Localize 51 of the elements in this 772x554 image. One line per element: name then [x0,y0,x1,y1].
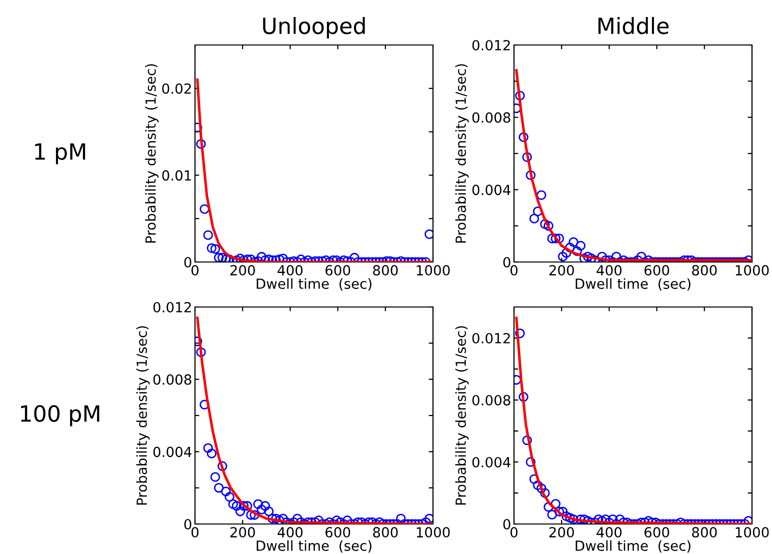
y-tick-label: 0.012 [472,332,510,344]
y-tick-label: 0.008 [472,394,510,406]
y-tick-label: 0.01 [162,170,191,181]
x-tick-label: 400 [278,527,303,538]
x-tick-label: 0 [191,265,198,276]
y-tick-label: 0 [184,518,192,530]
chart-title: Unlooped [263,17,365,39]
x-tick-label: 200 [230,527,255,538]
y-axis-title: Probability density (1/sec) [136,326,150,505]
y-tick-label: 0.004 [153,446,192,458]
y-tick-label: 0.012 [153,302,191,312]
x-axis-title: Dwell time (sec) [256,278,372,291]
x-tick-label: 600 [644,265,670,276]
y-axis-title: Probability density (1/sec) [145,64,159,243]
x-tick-label: 800 [373,527,398,538]
x-tick-label: 1000 [736,527,769,538]
y-tick-label: 0 [184,256,192,268]
x-tick-label: 400 [278,265,303,276]
x-tick-label: 800 [373,265,398,276]
x-tick-label: 400 [596,527,622,538]
x-tick-label: 800 [692,265,717,276]
y-tick-label: 0.004 [472,456,510,468]
y-tick-label: 0.008 [472,112,510,123]
x-tick-label: 600 [326,265,350,276]
x-axis-title: Dwell time (sec) [256,540,372,553]
x-tick-label: 0 [510,527,518,538]
x-tick-label: 1000 [736,265,769,276]
x-tick-label: 200 [549,265,574,276]
x-tick-label: 600 [326,527,350,538]
y-tick-label: 0.012 [472,40,510,50]
text: 1 pM [35,143,86,164]
x-tick-label: 0 [510,265,518,276]
chart-title: Middle [598,17,669,34]
x-axis-title: Dwell time (sec) [576,540,690,553]
x-tick-label: 1000 [416,265,450,276]
text: 100 pM [21,405,100,426]
x-tick-label: 200 [549,527,574,538]
x-tick-label: 200 [230,265,255,276]
x-tick-label: 800 [692,527,717,538]
y-axis-title: Probability density (1/sec) [455,64,469,243]
x-tick-label: 600 [644,527,670,538]
x-tick-label: 400 [596,265,622,276]
x-axis-title: Dwell time (sec) [576,278,690,291]
y-axis-title: Probability density (1/sec) [455,326,469,505]
y-tick-label: 0.008 [153,374,192,385]
x-tick-label: 1000 [416,527,450,538]
x-tick-label: 0 [191,527,198,538]
y-tick-label: 0.004 [472,184,510,196]
y-tick-label: 0 [503,518,510,530]
y-tick-label: 0 [503,256,510,268]
y-tick-label: 0.02 [162,83,191,94]
